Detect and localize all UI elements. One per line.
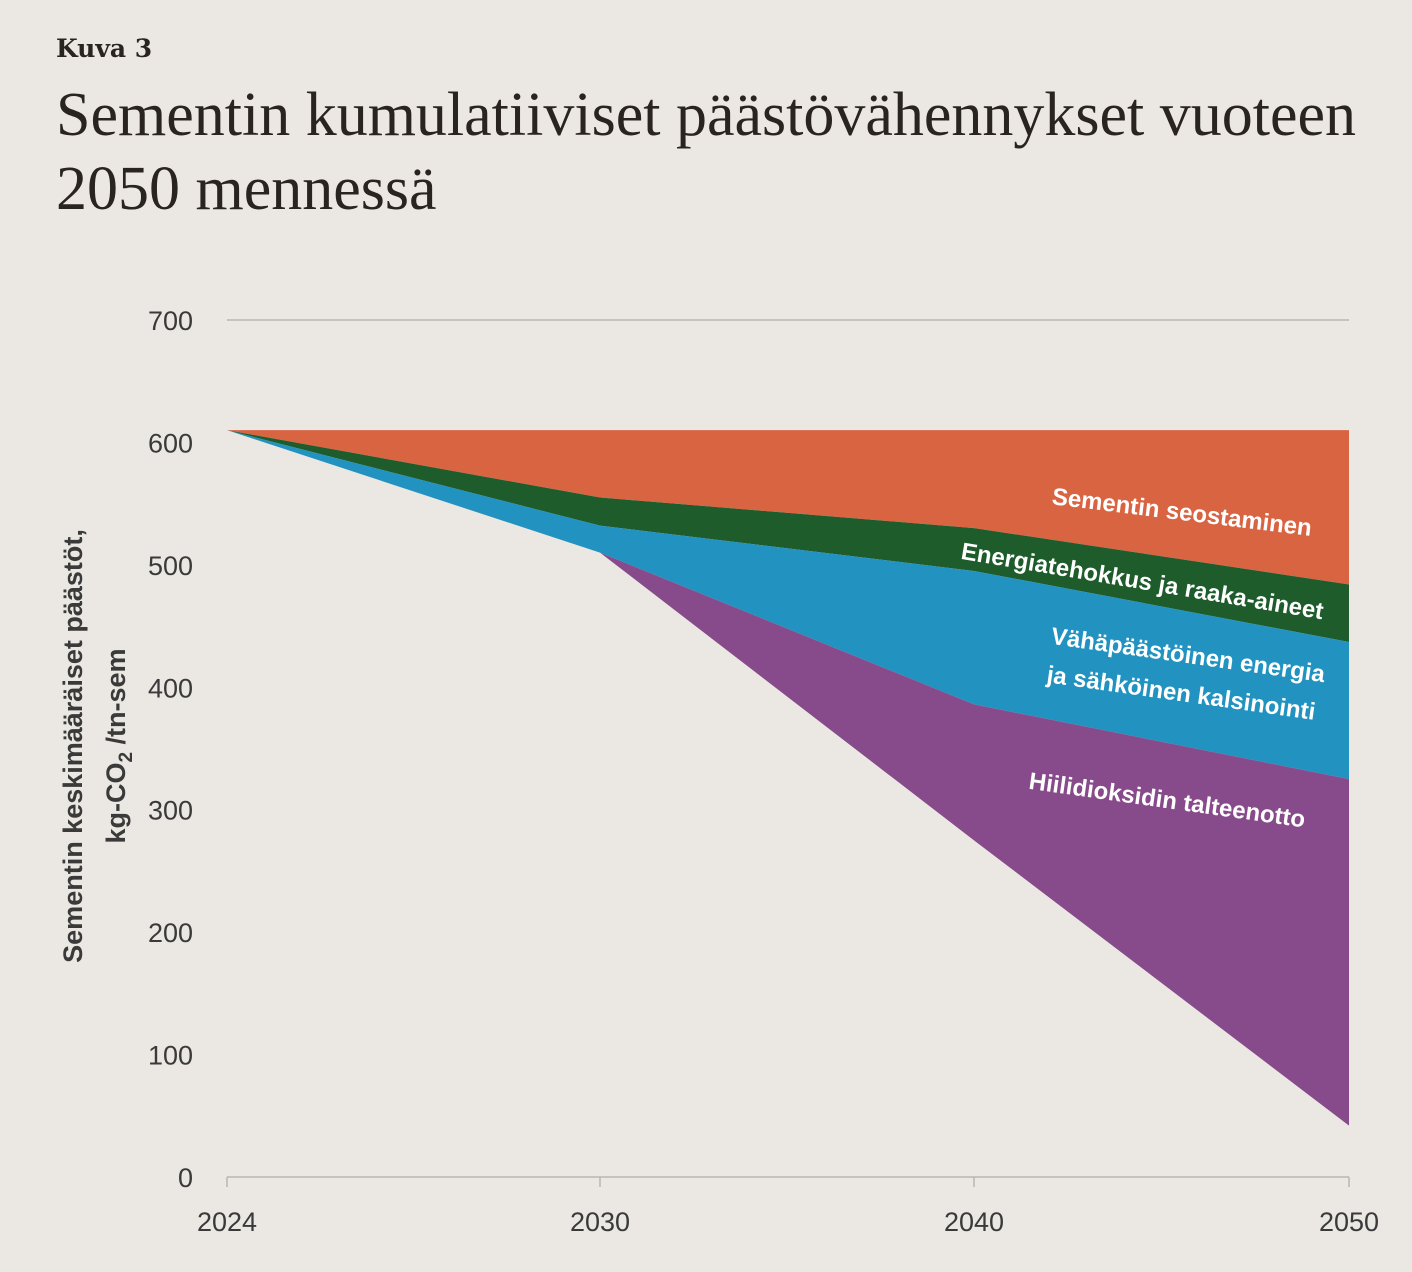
y-tick-label: 300	[148, 796, 193, 826]
area-series-4	[227, 430, 1349, 1126]
y-axis: 0 100 200 300 400 500 600 700	[148, 306, 193, 1193]
y-axis-title: Sementin keskimääräiset päästöt,	[58, 529, 88, 963]
y-tick-label: 200	[148, 918, 193, 948]
area-series-1	[227, 430, 1349, 585]
figure-kicker: Kuva 3	[56, 34, 153, 63]
y-tick-label: 500	[148, 551, 193, 581]
y-tick-label: 700	[148, 306, 193, 336]
y-axis-title-line1: Sementin keskimääräiset päästöt,	[58, 529, 88, 963]
y-tick-label: 100	[148, 1041, 193, 1071]
x-tick-label: 2050	[1319, 1207, 1379, 1237]
x-tick-label: 2024	[197, 1207, 257, 1237]
y-axis-title-unit: kg-CO2 /tn-sem	[101, 648, 137, 843]
chart-title: Sementin kumulatiiviset päästövähennykse…	[56, 81, 1357, 223]
x-tick-label: 2030	[570, 1207, 630, 1237]
y-tick-label: 0	[178, 1163, 193, 1193]
x-axis: 2024 2030 2040 2050	[197, 1177, 1379, 1237]
y-tick-label: 600	[148, 428, 193, 458]
area-series-3	[227, 430, 1349, 780]
area-series-2	[227, 430, 1349, 642]
area-layers	[227, 430, 1349, 1126]
y-tick-label: 400	[148, 673, 193, 703]
x-tick-label: 2040	[944, 1207, 1004, 1237]
